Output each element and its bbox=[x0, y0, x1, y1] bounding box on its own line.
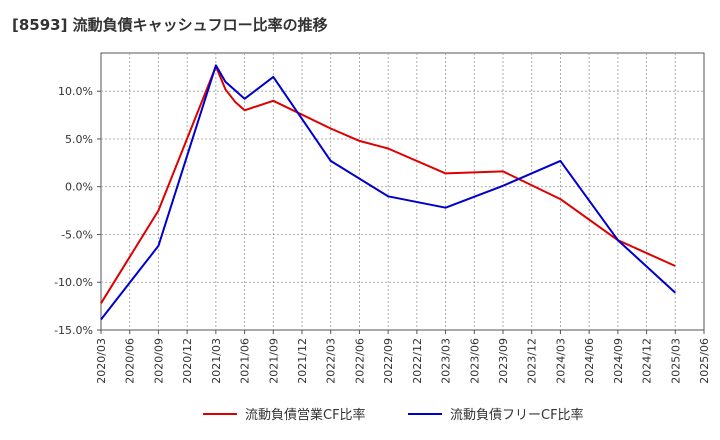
x-tick-label: 2021/03 bbox=[210, 338, 223, 384]
grid-lines bbox=[101, 53, 704, 330]
legend-swatch-blue bbox=[408, 412, 442, 415]
y-tick-label: -10.0% bbox=[54, 276, 93, 289]
x-tick-label: 2022/09 bbox=[382, 338, 395, 384]
x-tick-label: 2023/12 bbox=[526, 338, 539, 384]
x-tick-label: 2024/12 bbox=[641, 338, 654, 384]
legend-item-free-cf: 流動負債フリーCF比率 bbox=[408, 404, 584, 423]
y-tick-label: 0.0% bbox=[65, 181, 93, 194]
plot-area bbox=[100, 52, 705, 331]
y-tick-label: -15.0% bbox=[54, 324, 93, 337]
x-tick-label: 2025/03 bbox=[669, 338, 682, 384]
legend-item-operating-cf: 流動負債営業CF比率 bbox=[203, 404, 366, 423]
y-tick-label: 10.0% bbox=[58, 85, 93, 98]
series-line-operating-cf bbox=[100, 65, 676, 304]
x-tick-label: 2020/03 bbox=[95, 338, 108, 384]
x-tick-label: 2025/06 bbox=[698, 338, 711, 384]
y-axis-ticks: 10.0% 5.0% 0.0% -5.0% -10.0% -15.0% bbox=[54, 85, 101, 337]
x-tick-label: 2021/12 bbox=[296, 338, 309, 384]
x-tick-label: 2023/03 bbox=[440, 338, 453, 384]
x-tick-label: 2020/09 bbox=[152, 338, 165, 384]
x-tick-label: 2022/06 bbox=[353, 338, 366, 384]
y-tick-label: 5.0% bbox=[65, 133, 93, 146]
x-tick-label: 2023/06 bbox=[468, 338, 481, 384]
x-tick-label: 2022/03 bbox=[325, 338, 338, 384]
x-tick-label: 2024/09 bbox=[612, 338, 625, 384]
x-tick-label: 2022/12 bbox=[411, 338, 424, 384]
chart-title: [8593] 流動負債キャッシュフロー比率の推移 bbox=[12, 16, 328, 34]
legend-label-operating-cf: 流動負債営業CF比率 bbox=[245, 408, 366, 423]
legend: 流動負債営業CF比率 流動負債フリーCF比率 bbox=[0, 404, 720, 428]
x-tick-label: 2024/03 bbox=[554, 338, 567, 384]
y-tick-label: -5.0% bbox=[61, 228, 93, 241]
x-tick-label: 2023/09 bbox=[497, 338, 510, 384]
x-tick-label: 2020/12 bbox=[181, 338, 194, 384]
series-line-free-cf bbox=[100, 64, 676, 321]
legend-swatch-red bbox=[203, 412, 237, 415]
x-axis-ticks: 2020/03 2020/06 2020/09 2020/12 2021/03 2021/… bbox=[95, 330, 711, 384]
x-tick-label: 2021/09 bbox=[267, 338, 280, 384]
x-tick-label: 2024/06 bbox=[583, 338, 596, 384]
legend-label-free-cf: 流動負債フリーCF比率 bbox=[450, 408, 584, 423]
series-lines bbox=[100, 64, 676, 321]
x-tick-label: 2020/06 bbox=[124, 338, 137, 384]
x-tick-label: 2021/06 bbox=[239, 338, 252, 384]
